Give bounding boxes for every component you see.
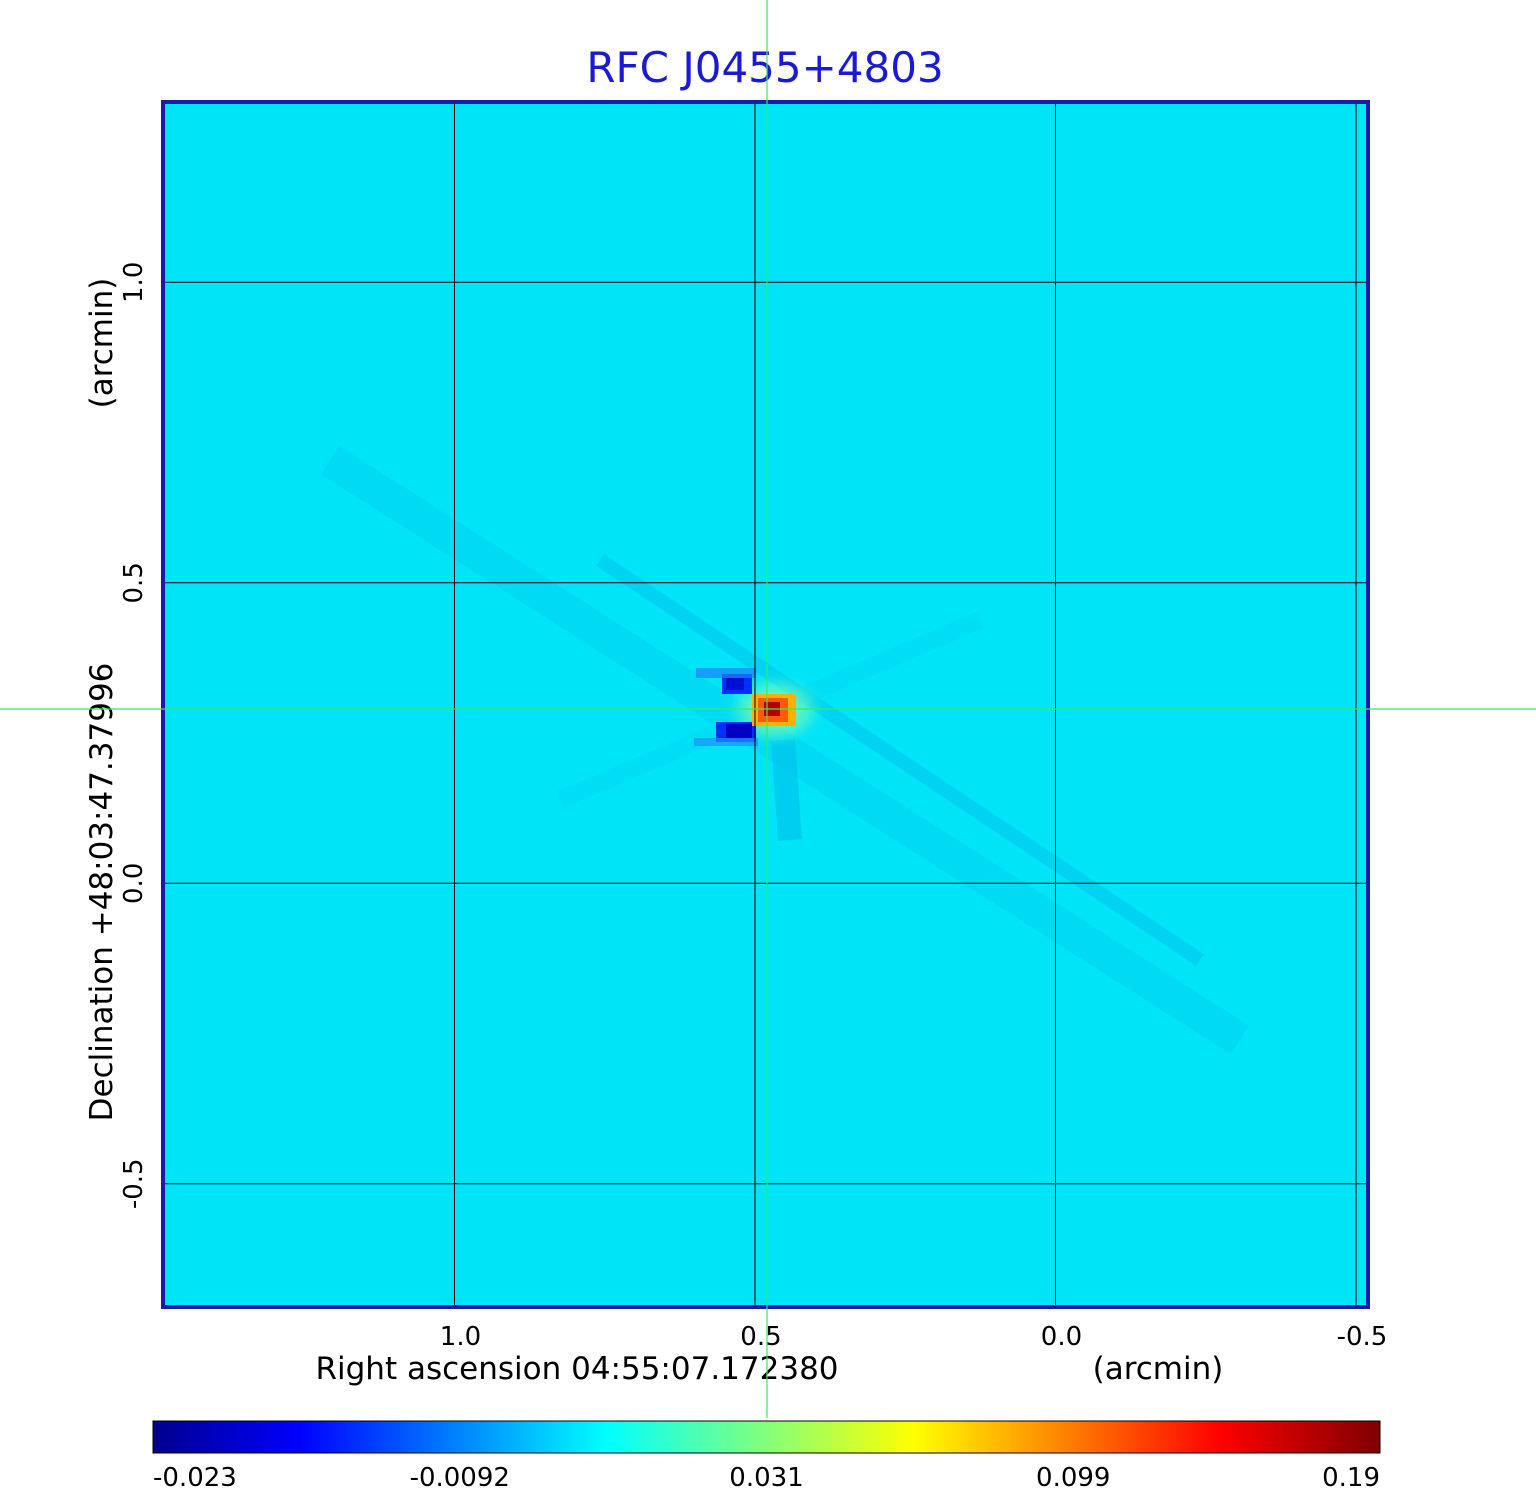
coordinate-grid bbox=[163, 102, 1368, 1307]
y-tick-labels: 1.0 0.5 0.0 -0.5 bbox=[119, 262, 149, 1210]
plot-frame bbox=[161, 100, 1370, 1309]
x-tick-labels: 1.0 0.5 0.0 -0.5 bbox=[440, 1322, 1388, 1352]
x-tick-label: -0.5 bbox=[1337, 1322, 1388, 1352]
chart-title: RFC J0455+4803 bbox=[586, 43, 943, 92]
sidelobe-streak bbox=[771, 739, 802, 841]
y-axis-label: Declination +48:03:47.37996 bbox=[84, 663, 120, 1122]
colorbar-tick-label: -0.0092 bbox=[410, 1463, 510, 1493]
negative-lobe bbox=[694, 738, 758, 746]
negative-lobe bbox=[726, 678, 744, 690]
y-tick-label: 0.5 bbox=[119, 562, 149, 603]
y-axis-unit: (arcmin) bbox=[84, 278, 120, 409]
colorbar-tick-label: 0.031 bbox=[729, 1463, 803, 1493]
negative-lobe bbox=[726, 724, 752, 738]
x-tick-label: 0.0 bbox=[1041, 1322, 1082, 1352]
colorbar bbox=[152, 1420, 1381, 1454]
y-tick-label: 0.0 bbox=[119, 863, 149, 904]
negative-lobe bbox=[696, 668, 756, 678]
x-tick-label: 0.5 bbox=[740, 1322, 781, 1352]
colorbar-tick-label: -0.023 bbox=[153, 1463, 237, 1493]
colorbar-tick-label: 0.19 bbox=[1322, 1463, 1380, 1493]
x-axis-label: Right ascension 04:55:07.172380 bbox=[315, 1351, 838, 1387]
x-tick-label: 1.0 bbox=[440, 1322, 481, 1352]
image-area bbox=[163, 102, 1368, 1307]
y-tick-label: 1.0 bbox=[119, 262, 149, 303]
sidelobe-streak bbox=[596, 554, 1204, 966]
y-tick-label: -0.5 bbox=[119, 1158, 149, 1209]
colorbar-tick-labels: -0.023 -0.0092 0.031 0.099 0.19 bbox=[153, 1463, 1380, 1493]
x-axis-unit: (arcmin) bbox=[1093, 1351, 1224, 1387]
colorbar-tick-label: 0.099 bbox=[1036, 1463, 1110, 1493]
